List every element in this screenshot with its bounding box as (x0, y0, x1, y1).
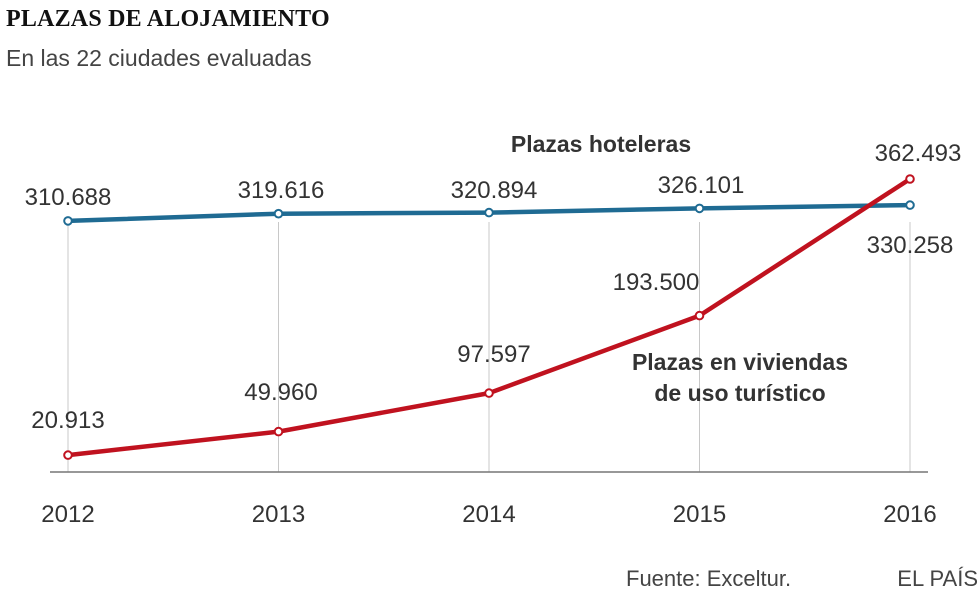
data-point-viviendas-2013 (273, 426, 284, 437)
chart-subtitle: En las 22 ciudades evaluadas (6, 45, 312, 71)
x-tick-label-2012: 2012 (41, 501, 94, 528)
data-label-viviendas-2013: 49.960 (244, 379, 317, 406)
data-point-viviendas-2014 (484, 388, 494, 398)
data-label-hoteleras-2014: 320.894 (451, 177, 538, 204)
data-point-viviendas-2016 (905, 174, 915, 184)
series-name-label-viviendas-line-1: Plazas en viviendas (632, 349, 848, 375)
chart-title: PLAZAS DE ALOJAMIENTO (6, 6, 330, 32)
data-point-hoteleras-2015 (694, 203, 705, 214)
series-name-label-hoteleras-line-1: Plazas hoteleras (511, 131, 691, 157)
data-label-viviendas-2016: 362.493 (875, 140, 962, 167)
data-point-viviendas-2015 (694, 310, 705, 321)
publisher-brand: EL PAÍS (897, 566, 978, 591)
data-point-hoteleras-2012 (63, 216, 73, 226)
data-label-hoteleras-2012: 310.688 (25, 184, 112, 211)
data-point-viviendas-2012 (63, 450, 73, 460)
series-group (63, 174, 915, 460)
data-label-viviendas-2012: 20.913 (31, 407, 104, 434)
data-label-hoteleras-2015: 326.101 (658, 172, 745, 199)
source-note: Fuente: Exceltur. (626, 566, 792, 591)
data-label-viviendas-2015: 193.500 (613, 269, 700, 296)
series-name-label-viviendas-line-2: de uso turístico (654, 380, 825, 406)
data-point-hoteleras-2016 (905, 200, 915, 210)
x-tick-label-2016: 2016 (883, 501, 936, 528)
data-point-hoteleras-2013 (273, 208, 284, 219)
labels-group: 310.688 319.616 320.894 326.101 330.258 20.91… (25, 131, 962, 434)
data-label-hoteleras-2013: 319.616 (238, 177, 325, 204)
data-label-viviendas-2014: 97.597 (457, 341, 530, 368)
data-label-hoteleras-2016: 330.258 (867, 232, 954, 259)
x-axis: 2012 2013 2014 2015 2016 (41, 471, 937, 528)
data-point-hoteleras-2014 (484, 207, 494, 218)
x-tick-label-2014: 2014 (462, 501, 515, 528)
x-tick-label-2015: 2015 (673, 501, 726, 528)
x-tick-label-2013: 2013 (252, 501, 305, 528)
